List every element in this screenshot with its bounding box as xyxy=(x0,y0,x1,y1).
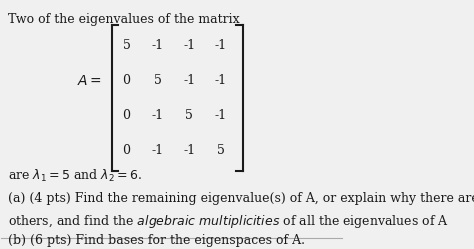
Text: (b) (6 pts) Find bases for the eigenspaces of A.: (b) (6 pts) Find bases for the eigenspac… xyxy=(8,234,305,247)
Text: -1: -1 xyxy=(183,74,195,87)
Text: 5: 5 xyxy=(217,144,225,157)
Text: -1: -1 xyxy=(183,144,195,157)
Text: 0: 0 xyxy=(123,74,131,87)
Text: 0: 0 xyxy=(123,144,131,157)
Text: -1: -1 xyxy=(215,74,227,87)
Text: others, and find the $\mathbf{\mathit{algebraic\ multiplicities}}$ of all the ei: others, and find the $\mathbf{\mathit{al… xyxy=(8,213,449,230)
Text: -1: -1 xyxy=(152,144,164,157)
Text: -1: -1 xyxy=(215,109,227,122)
Text: -1: -1 xyxy=(152,109,164,122)
Text: -1: -1 xyxy=(215,39,227,52)
Text: are $\lambda_1 = 5$ and $\lambda_2 = 6$.: are $\lambda_1 = 5$ and $\lambda_2 = 6$. xyxy=(8,168,142,184)
Text: $A =$: $A =$ xyxy=(77,74,102,88)
Text: Two of the eigenvalues of the matrix: Two of the eigenvalues of the matrix xyxy=(8,13,240,26)
Text: 0: 0 xyxy=(123,109,131,122)
Text: 5: 5 xyxy=(123,39,130,52)
Text: 5: 5 xyxy=(154,74,162,87)
Text: (a) (4 pts) Find the remaining eigenvalue(s) of A, or explain why there are no: (a) (4 pts) Find the remaining eigenvalu… xyxy=(8,192,474,205)
Text: 5: 5 xyxy=(185,109,193,122)
Text: -1: -1 xyxy=(183,39,195,52)
Text: -1: -1 xyxy=(152,39,164,52)
